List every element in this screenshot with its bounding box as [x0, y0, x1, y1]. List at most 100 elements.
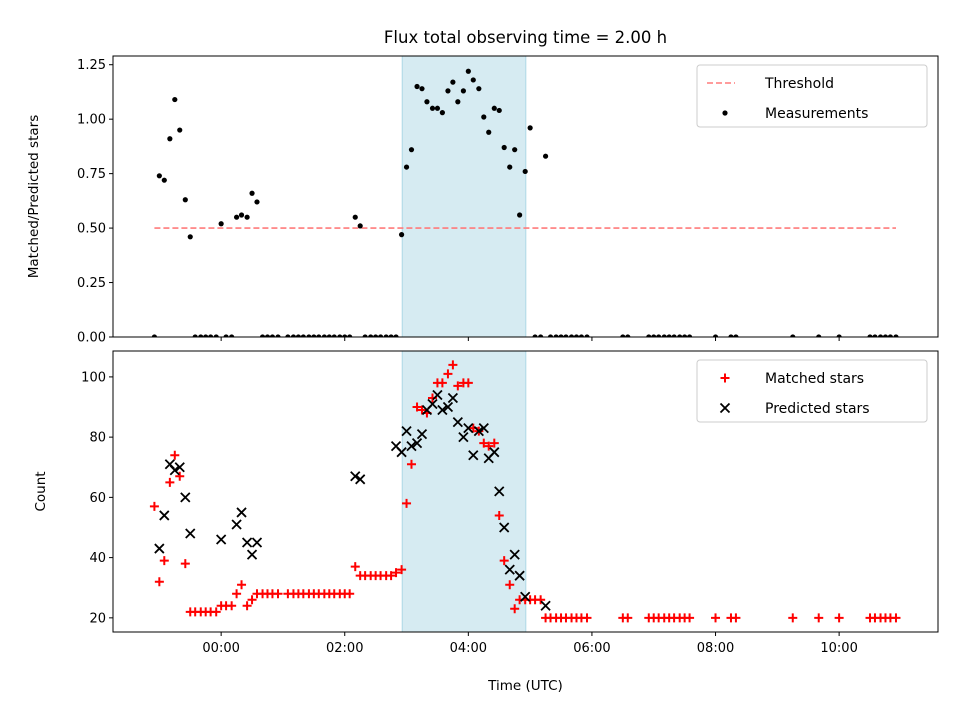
- measurements-point: [542, 153, 549, 159]
- predicted-stars-point: [251, 537, 263, 548]
- measurements-point: [893, 334, 899, 337]
- measurements-point: [208, 334, 214, 337]
- matched-stars-point: [237, 580, 247, 590]
- predicted-stars-point: [411, 438, 423, 449]
- measurements-point: [352, 214, 358, 220]
- measurements-point: [872, 334, 878, 337]
- measurements-point: [460, 88, 466, 94]
- measurements-point: [233, 214, 240, 220]
- predicted-stars-point: [540, 600, 551, 611]
- measurements-point: [867, 334, 873, 337]
- chart-title: Flux total observing time = 2.00 h: [384, 28, 667, 47]
- highlight-span: [401, 55, 527, 338]
- measurements-point: [558, 334, 564, 337]
- measurements-point: [836, 334, 842, 337]
- matched-stars-point: [391, 568, 401, 578]
- measurements-point: [285, 334, 291, 337]
- measurements-point: [187, 234, 193, 240]
- x-tick-label: 06:00: [573, 641, 610, 656]
- matched-stars-point: [834, 613, 844, 623]
- legend-label-predicted-stars: Predicted stars: [765, 401, 870, 417]
- ratio-panel: Flux total observing time = 2.00 h Match…: [26, 28, 939, 346]
- measurements-point: [275, 334, 281, 337]
- y-tick-label: 40: [89, 551, 106, 566]
- measurements-point: [538, 334, 544, 337]
- matched-stars-point: [479, 438, 489, 448]
- measurements-point: [728, 334, 734, 337]
- measurements-point: [161, 177, 167, 183]
- y-tick-label: 1.00: [77, 113, 106, 128]
- x-axis-label: Time (UTC): [487, 678, 563, 694]
- matched-stars-point: [350, 562, 360, 572]
- predicted-stars-point: [216, 534, 227, 545]
- measurements-point: [383, 334, 389, 337]
- measurements-point: [264, 334, 271, 337]
- highlight-span: [401, 350, 527, 633]
- matched-stars-point: [175, 471, 185, 481]
- measurements-point: [357, 223, 363, 229]
- measurements-point: [393, 334, 399, 337]
- axes-frame-bottom: [112, 350, 939, 633]
- predicted-stars-point: [494, 486, 505, 497]
- y-tick-label: 0.75: [77, 167, 106, 182]
- measurements-point: [686, 334, 693, 337]
- x-tick-label: 04:00: [450, 641, 487, 656]
- predicted-stars-point: [180, 492, 191, 503]
- predicted-stars-point: [478, 422, 489, 434]
- measurements-point: [532, 334, 538, 337]
- measurements-point: [290, 334, 297, 337]
- measurements-point: [342, 334, 348, 337]
- matched-stars-point: [448, 360, 458, 370]
- predicted-stars-point: [432, 389, 443, 401]
- matched-stars-point: [453, 381, 463, 391]
- matched-stars-point: [443, 369, 453, 379]
- matched-stars-point: [788, 613, 798, 623]
- predicted-stars-point: [463, 422, 474, 434]
- x-tick-label: 02:00: [326, 641, 363, 656]
- measurements-point: [439, 110, 445, 116]
- measurements-point: [347, 334, 353, 337]
- matched-stars-point: [149, 501, 159, 511]
- predicted-stars-point: [437, 404, 448, 416]
- matched-stars-point: [154, 577, 164, 587]
- predicted-stars-point: [416, 428, 428, 440]
- legend-top: Threshold Measurements: [696, 64, 928, 128]
- measurements-point: [419, 86, 425, 92]
- predicted-stars-point: [509, 549, 520, 560]
- matched-stars-point: [463, 378, 473, 388]
- measurements-point: [316, 334, 322, 337]
- predicted-stars-point: [473, 425, 484, 437]
- predicted-stars-point: [499, 522, 510, 533]
- matched-stars-point: [484, 441, 494, 451]
- measurements-point: [368, 334, 374, 337]
- predicted-stars-point: [231, 519, 242, 530]
- matched-stars-point: [499, 556, 509, 566]
- measurements-point: [311, 334, 317, 337]
- measurements-point: [620, 334, 626, 337]
- matched-stars-point: [227, 601, 237, 611]
- matched-stars-point: [386, 571, 396, 581]
- measurements-point: [547, 334, 554, 337]
- predicted-stars-point: [504, 564, 515, 575]
- measurements-point: [677, 334, 683, 337]
- measurements-point: [573, 334, 580, 337]
- measurements-point: [223, 334, 229, 337]
- measurements-point: [476, 86, 482, 92]
- matched-stars-point: [159, 556, 169, 566]
- measurements-point: [373, 334, 379, 337]
- matched-stars-point: [402, 498, 412, 508]
- y-tick-label: 0.25: [77, 276, 106, 291]
- measurements-point: [671, 334, 677, 337]
- measurements-point: [625, 334, 631, 337]
- y-tick-label: 20: [89, 611, 106, 626]
- measurements-point: [362, 334, 368, 337]
- measurements-point: [887, 334, 894, 337]
- measurements-point: [408, 147, 415, 153]
- predicted-stars-point: [350, 471, 361, 482]
- measurements-point: [661, 334, 667, 337]
- y-tick-label: 1.25: [77, 58, 106, 73]
- measurements-point: [167, 136, 173, 142]
- series-measurements: [151, 68, 899, 337]
- measurements-point: [816, 334, 822, 337]
